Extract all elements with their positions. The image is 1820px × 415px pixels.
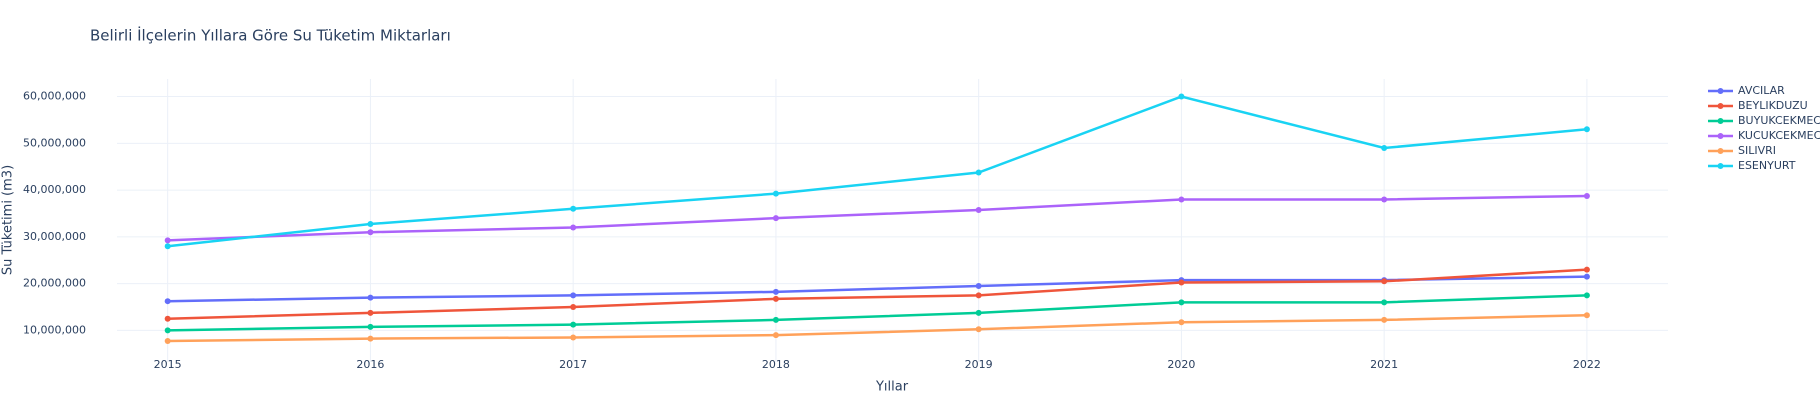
data-point [1178, 319, 1185, 326]
series-line [167, 294, 1587, 332]
data-point [570, 321, 577, 328]
data-point [1178, 299, 1185, 306]
y-axis-title: Su Tüketimi (m3) [1, 165, 16, 275]
y-tick-label: 10,000,000 [23, 323, 86, 336]
data-point [772, 215, 779, 222]
data-point [164, 243, 171, 250]
y-tick-label: 50,000,000 [23, 136, 86, 149]
data-point [570, 292, 577, 299]
data-point [570, 304, 577, 311]
x-tick-label: 2016 [356, 358, 384, 371]
data-point [164, 337, 171, 344]
x-tick-label: 2020 [1167, 358, 1195, 371]
data-point [367, 229, 374, 236]
data-point [1178, 93, 1185, 100]
legend-label: AVCILAR [1738, 84, 1785, 97]
data-point [772, 316, 779, 323]
legend-marker [1717, 88, 1724, 94]
data-point [1381, 316, 1388, 323]
data-point [164, 315, 171, 322]
data-point [1583, 292, 1590, 299]
data-point [975, 292, 982, 299]
data-point [975, 326, 982, 333]
series-line [167, 268, 1587, 320]
legend-marker [1717, 148, 1724, 154]
legend-label: BUYUKCEKMECE [1738, 114, 1820, 127]
data-point [1381, 144, 1388, 151]
series-line [167, 313, 1587, 343]
data-point [164, 298, 171, 305]
y-tick-label: 40,000,000 [23, 183, 86, 196]
data-point [367, 221, 374, 228]
y-tick-label: 20,000,000 [23, 277, 86, 290]
data-point [1583, 192, 1590, 199]
data-point [1381, 278, 1388, 285]
data-point [367, 323, 374, 330]
data-point [975, 206, 982, 213]
data-point [1178, 196, 1185, 203]
data-point [570, 205, 577, 212]
legend-label: SILIVRI [1738, 144, 1776, 157]
legend-marker [1717, 103, 1724, 109]
data-point [367, 309, 374, 316]
chart-title: Belirli İlçelerin Yıllara Göre Su Tüketi… [90, 26, 451, 45]
data-point [1381, 196, 1388, 203]
legend-marker [1717, 163, 1724, 169]
data-point [975, 282, 982, 289]
data-point [367, 335, 374, 342]
x-tick-label: 2015 [154, 358, 182, 371]
series-line [167, 194, 1587, 242]
y-tick-label: 60,000,000 [23, 90, 86, 103]
legend-label: ESENYURT [1738, 159, 1796, 172]
series-line [167, 275, 1587, 303]
data-point [1178, 279, 1185, 286]
x-tick-label: 2017 [559, 358, 587, 371]
x-tick-label: 2022 [1573, 358, 1601, 371]
y-tick-label: 30,000,000 [23, 230, 86, 243]
data-point [164, 237, 171, 244]
data-point [975, 169, 982, 176]
legend-label: BEYLIKDUZU [1738, 99, 1808, 112]
data-point [1583, 266, 1590, 273]
x-axis-title: Yıllar [875, 380, 909, 395]
data-point [1381, 299, 1388, 306]
data-point [772, 288, 779, 295]
data-point [975, 309, 982, 316]
x-tick-label: 2021 [1370, 358, 1398, 371]
series-line [167, 95, 1588, 248]
x-tick-label: 2019 [965, 358, 993, 371]
legend-marker [1717, 118, 1724, 124]
data-point [772, 295, 779, 302]
x-tick-label: 2018 [762, 358, 790, 371]
data-point [164, 327, 171, 334]
data-point [570, 224, 577, 231]
data-point [772, 332, 779, 339]
legend-label: KUCUKCEKMECE [1738, 129, 1820, 142]
data-point [772, 190, 779, 197]
data-point [1583, 126, 1590, 133]
legend-marker [1717, 133, 1724, 139]
data-point [367, 294, 374, 301]
data-point [1583, 312, 1590, 319]
data-point [570, 334, 577, 341]
data-point [1583, 273, 1590, 280]
